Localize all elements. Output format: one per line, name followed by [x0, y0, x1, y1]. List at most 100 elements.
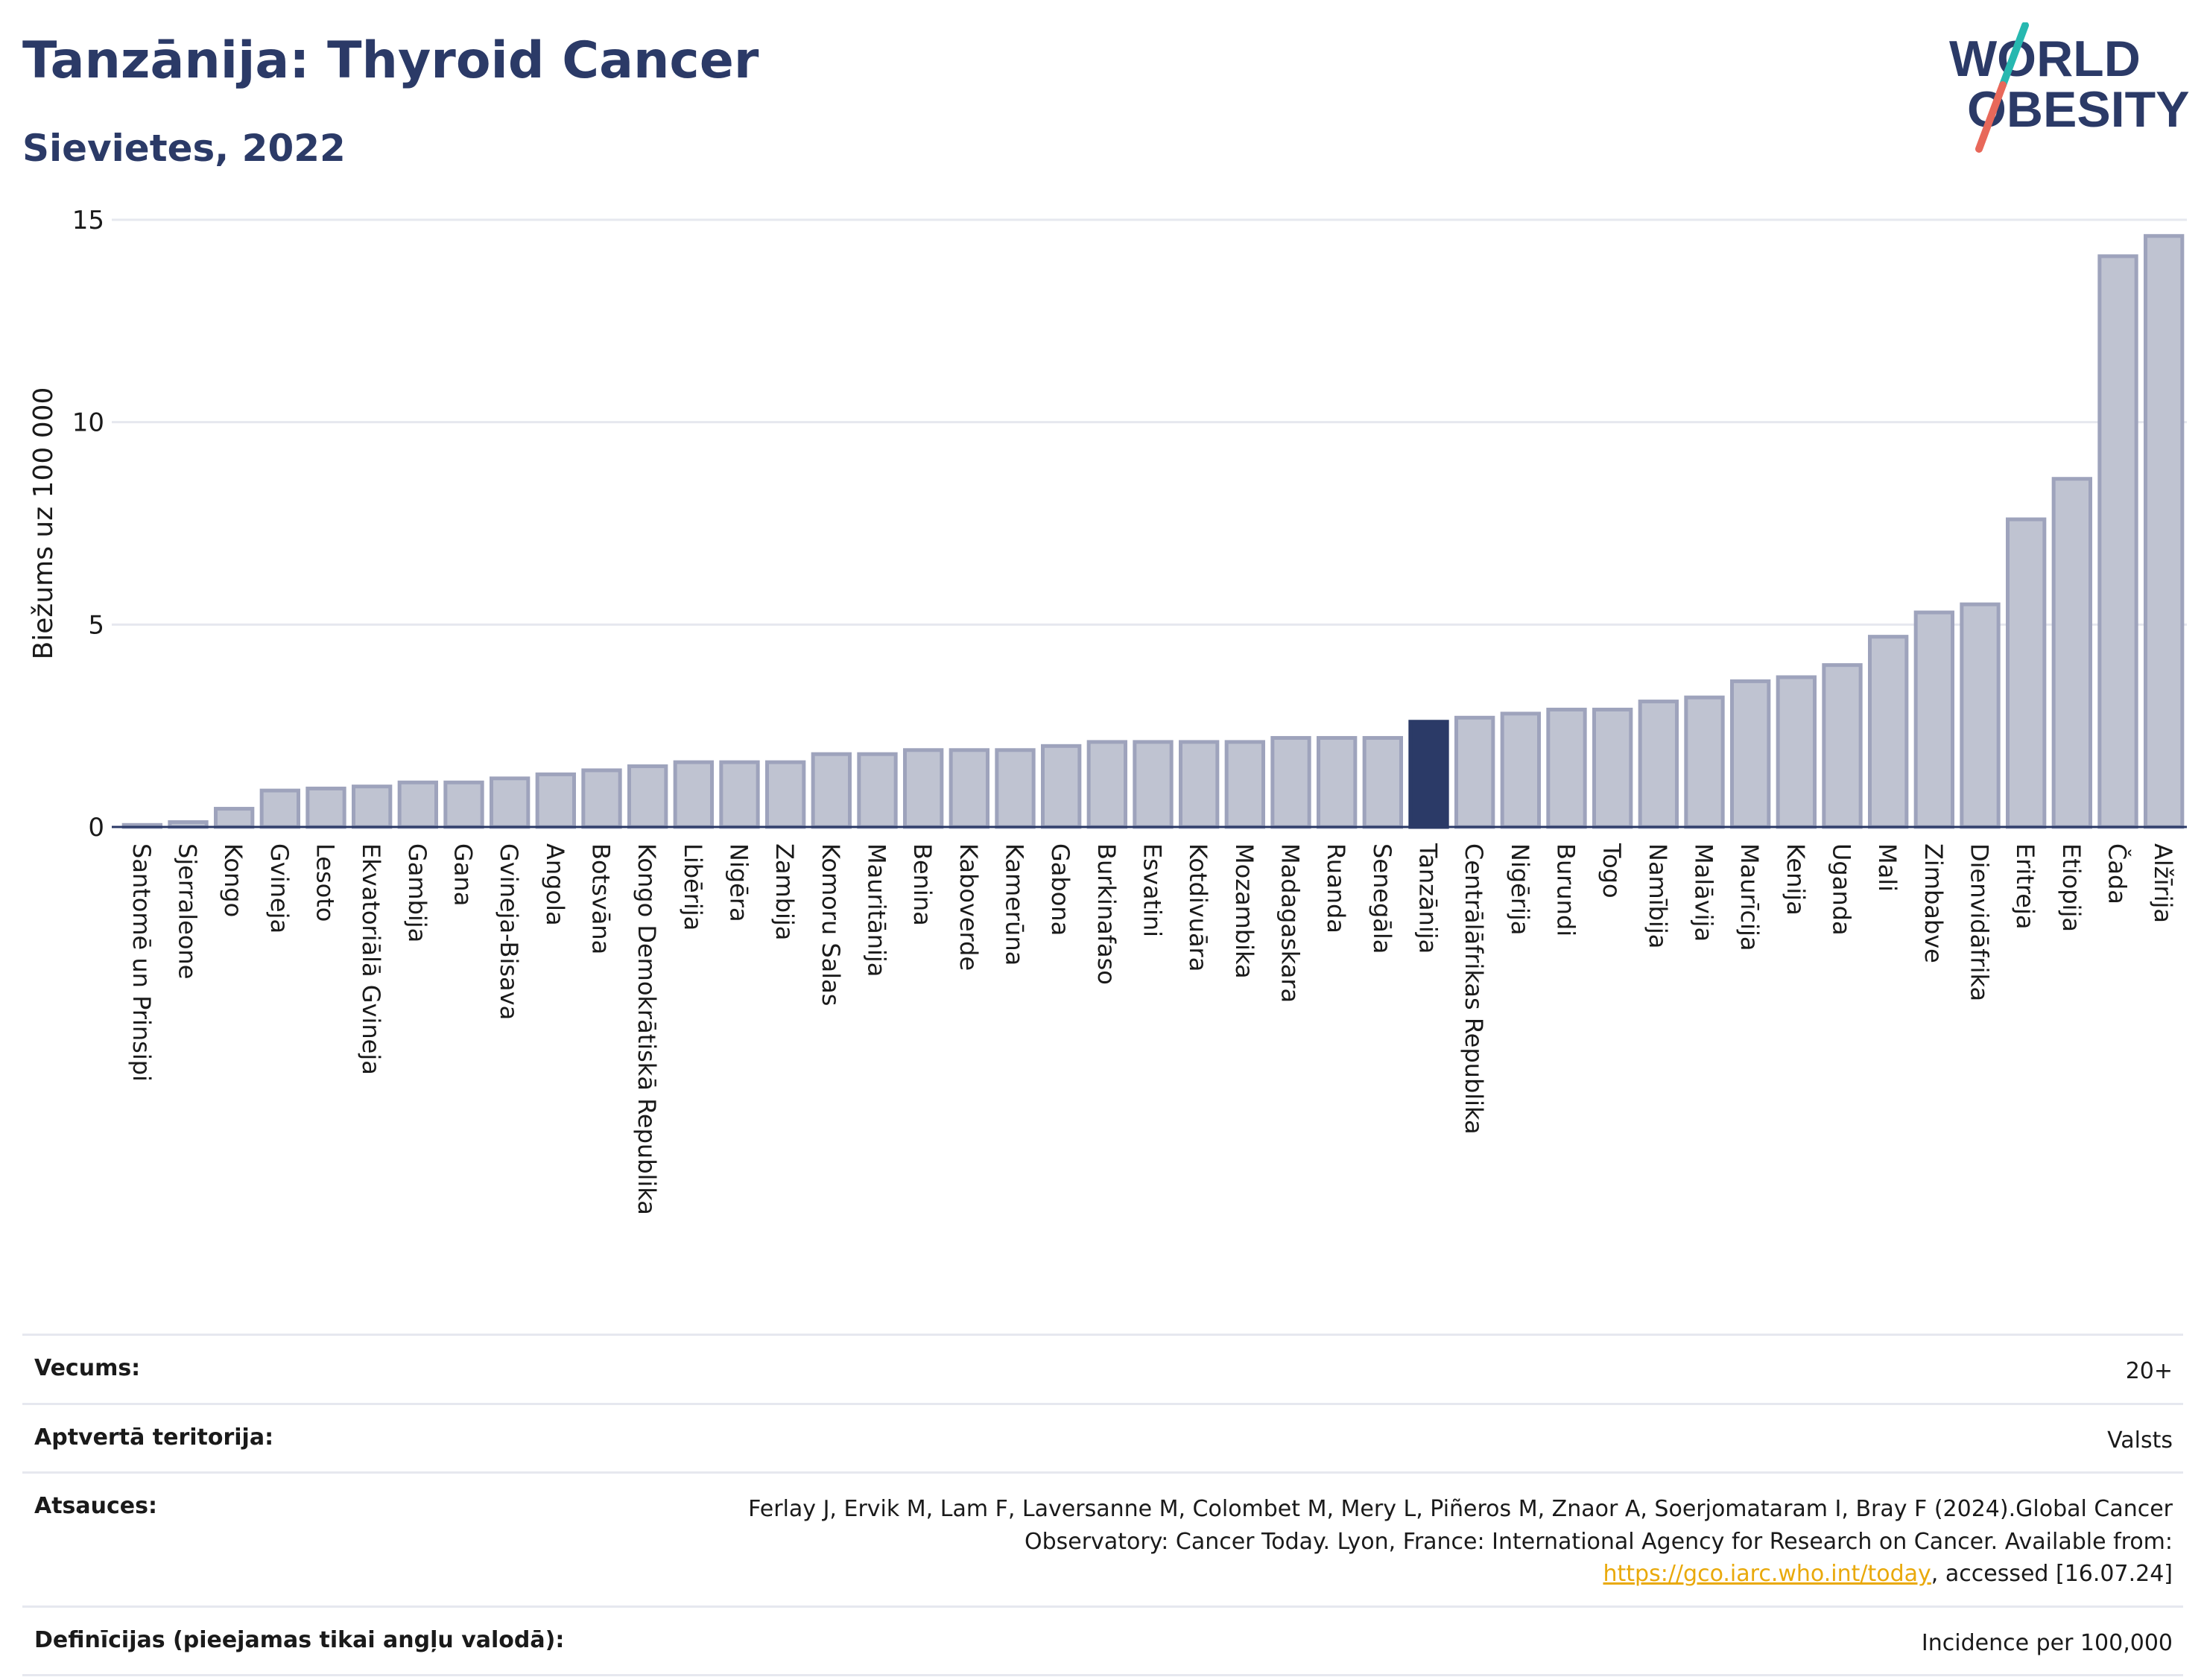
x-tick-label: Eritreja	[2011, 843, 2039, 929]
x-tick-label: Angola	[541, 843, 569, 926]
x-tick-label: Kamerūna	[1001, 843, 1029, 966]
y-axis-tick-labels: 0 5 10 15	[72, 206, 104, 843]
x-tick-label: Burundi	[1552, 843, 1580, 936]
bar	[1086, 740, 1127, 829]
logo-slash-teal	[1999, 22, 2029, 89]
bar	[1546, 707, 1587, 829]
x-tick-label: Sjerraleone	[174, 843, 202, 979]
bar	[673, 760, 715, 829]
bar	[1638, 700, 1679, 829]
coverage-label: Aptvertā teritorija:	[34, 1424, 274, 1451]
x-tick-label: Kongo Demokrātiskā Republika	[633, 843, 661, 1215]
x-tick-label: Benina	[908, 843, 937, 926]
y-tick-label: 5	[88, 610, 104, 640]
bars	[121, 234, 2185, 829]
bar	[627, 764, 668, 829]
bar	[443, 780, 484, 829]
bar	[1041, 744, 1082, 829]
info-row-references: Atsauces: Ferlay J, Ervik M, Lam F, Lave…	[22, 1471, 2183, 1605]
bar	[1500, 711, 1541, 829]
bar	[1776, 675, 1817, 829]
definitions-value: Incidence per 100,000	[1921, 1629, 2173, 1656]
chart-title: Tanzānija: Thyroid Cancer	[22, 31, 759, 90]
info-row-age: Vecums: 20+	[22, 1334, 2183, 1403]
x-tick-label: Gana	[449, 843, 478, 906]
bar	[1270, 735, 1311, 829]
bar	[1592, 707, 1633, 829]
x-tick-label: Gambija	[403, 843, 431, 942]
x-tick-label: Gvineja	[265, 843, 294, 933]
info-row-coverage: Aptvertā teritorija: Valsts	[22, 1402, 2183, 1472]
x-tick-label: Kenija	[1782, 843, 1810, 916]
bar	[811, 752, 852, 829]
bar	[1730, 679, 1771, 829]
x-tick-label: Lesoto	[311, 843, 340, 922]
x-tick-label: Malāvija	[1690, 843, 1718, 942]
x-tick-label: Namībija	[1644, 843, 1672, 948]
bar	[1913, 610, 1955, 829]
age-value: 20+	[2125, 1358, 2173, 1384]
world-obesity-logo: WORLD OBESITY	[1949, 22, 2190, 153]
bar	[995, 748, 1036, 829]
bar	[581, 768, 622, 829]
x-tick-label: Mali	[1873, 843, 1901, 892]
bar	[2097, 254, 2138, 829]
bar	[1224, 740, 1265, 829]
bar	[1684, 695, 1725, 829]
bar	[259, 788, 300, 829]
references-text: Ferlay J, Ervik M, Lam F, Laversanne M, …	[748, 1496, 2173, 1555]
logo-slash-red	[1975, 81, 2007, 153]
logo-line-1: WORLD	[1949, 31, 2141, 87]
references-accessed: , accessed [16.07.24]	[1931, 1561, 2173, 1587]
bar	[1317, 735, 1358, 829]
x-tick-label: Kotdivuāra	[1184, 843, 1212, 971]
age-label: Vecums:	[34, 1355, 141, 1381]
bar	[397, 780, 439, 829]
x-tick-label: Zambija	[770, 843, 799, 940]
references-label: Atsauces:	[34, 1493, 157, 1519]
bar	[949, 748, 989, 829]
bar	[765, 760, 806, 829]
x-tick-label: Čada	[2103, 843, 2132, 904]
references-link[interactable]: https://gco.iarc.who.int/today	[1603, 1561, 1931, 1587]
bar	[305, 786, 346, 829]
bar	[1868, 635, 1909, 829]
x-tick-label: Libērija	[679, 843, 707, 931]
x-tick-label: Etiopija	[2057, 843, 2086, 932]
y-tick-label: 15	[72, 206, 104, 235]
bar	[490, 776, 531, 829]
y-tick-label: 0	[88, 813, 104, 843]
x-axis-tick-labels: Santomē un Prinsipi Sjerraleone Kongo Gvine…	[127, 843, 2177, 1215]
bar	[2051, 477, 2093, 829]
info-table: Vecums: 20+ Aptvertā teritorija: Valsts …	[22, 1334, 2183, 1676]
x-tick-label: Ruanda	[1322, 843, 1350, 933]
bar	[2006, 517, 2047, 829]
bar	[1960, 602, 2001, 829]
x-tick-label: Kaboverde	[954, 843, 983, 971]
bar	[214, 807, 255, 829]
x-tick-label: Senegāla	[1368, 843, 1396, 954]
bar	[857, 752, 898, 829]
bar	[1179, 740, 1220, 829]
references-value: Ferlay J, Ervik M, Lam F, Laversanne M, …	[683, 1493, 2173, 1591]
x-tick-label: Botsvāna	[587, 843, 615, 954]
x-tick-label: Santomē un Prinsipi	[127, 843, 156, 1082]
x-tick-label: Komoru Salas	[817, 843, 845, 1006]
y-tick-label: 10	[72, 408, 104, 438]
x-tick-label: Tanzānija	[1414, 843, 1443, 954]
bar	[2144, 234, 2185, 829]
definitions-label: Definīcijas (pieejamas tikai angļu valod…	[34, 1626, 565, 1653]
x-tick-label: Centrālāfrikas Republika	[1460, 843, 1488, 1135]
x-tick-label: Gvineja-Bisava	[495, 843, 523, 1020]
x-tick-label: Gabona	[1046, 843, 1074, 936]
x-tick-label: Togo	[1597, 843, 1626, 898]
bar	[1454, 715, 1495, 829]
x-tick-label: Ekvatoriālā Gvineja	[357, 843, 385, 1075]
x-tick-label: Esvatini	[1139, 843, 1167, 937]
bar	[719, 760, 760, 829]
x-tick-label: Mauritānija	[863, 843, 891, 977]
x-tick-label: Zimbabve	[1919, 843, 1948, 963]
x-tick-label: Nigērija	[1506, 843, 1534, 935]
x-tick-label: Madagaskara	[1276, 843, 1305, 1003]
bar-chart: 0 5 10 15 Santomē un Prinsipi Sjerraleone Kon…	[28, 206, 2187, 1215]
